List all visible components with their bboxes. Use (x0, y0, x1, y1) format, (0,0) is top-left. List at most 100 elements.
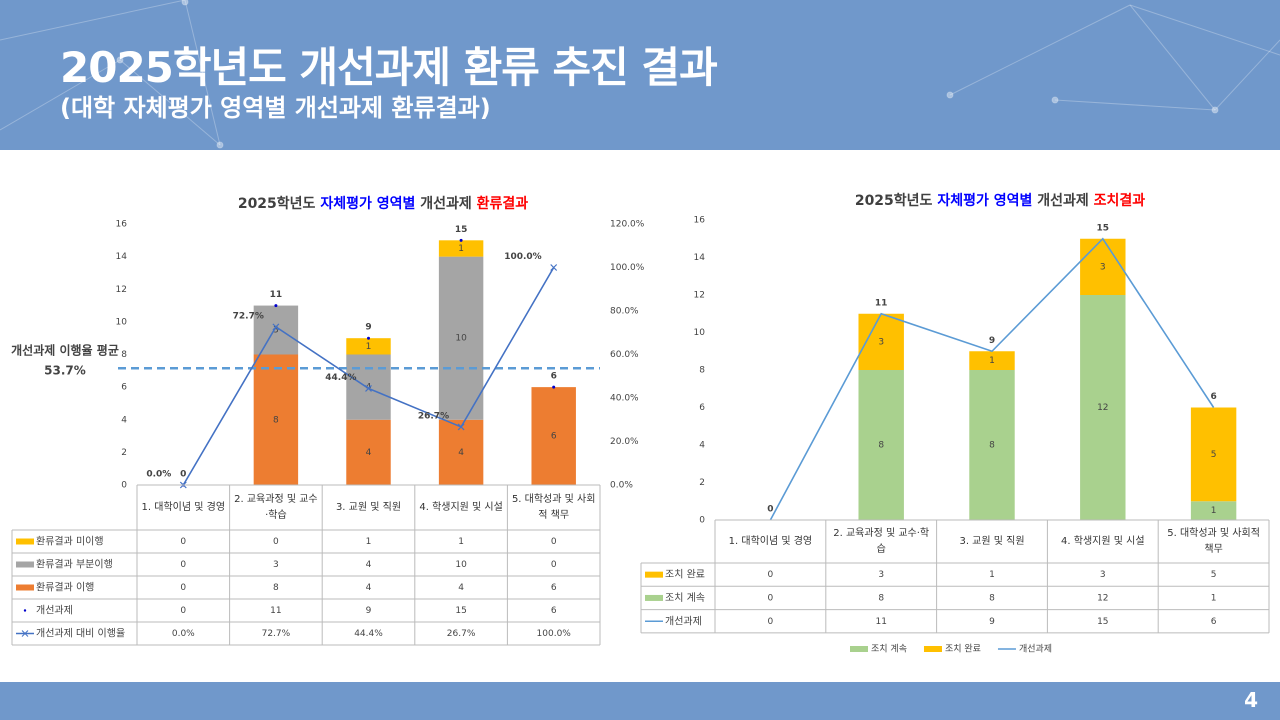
marker (274, 304, 278, 308)
bar-segment (253, 305, 299, 355)
y-tick-label: 8 (121, 350, 127, 360)
y-tick-label: 0 (699, 516, 705, 526)
title-part: 조치결과 (1094, 192, 1146, 209)
y-tick-label: 4 (699, 441, 705, 451)
x-tick-label: 1. 대학이념 및 경영 (728, 535, 813, 547)
table-cell: 9 (989, 617, 995, 627)
category-cell: 5. 대학성과 및 사회적 책무 (512, 494, 595, 521)
bar-segment (969, 370, 1015, 520)
bar-label: 8 (878, 441, 884, 451)
y-tick-label: 4 (121, 415, 127, 425)
bar-segment (531, 387, 576, 485)
category-cell: 1. 대학이념 및 경영 (141, 501, 226, 513)
y2-tick-label: 40.0% (610, 394, 639, 404)
x-tick-label: 4. 학생지원 및 시설 (419, 501, 503, 513)
y-tick-label: 2 (699, 478, 705, 488)
table-cell: 1 (366, 537, 372, 547)
table-cell: 3 (273, 560, 279, 570)
data-label: 11 (875, 298, 888, 308)
table-cell: 0 (551, 537, 557, 547)
y-tick-label: 16 (694, 216, 706, 226)
bar-segment (1190, 501, 1237, 520)
bar-label: 8 (989, 441, 995, 451)
bar-label: 3 (1100, 262, 1106, 272)
x-tick-label: 3. 교원 및 직원 (959, 535, 1025, 547)
y-tick-label: 12 (694, 291, 705, 301)
bar-segment (346, 419, 391, 485)
data-label: 15 (455, 225, 468, 235)
bar-segment (969, 351, 1015, 370)
data-label: 100.0% (504, 252, 542, 262)
y2-tick-label: 60.0% (610, 350, 639, 360)
table-cell: 6 (551, 583, 557, 593)
bar-label: 1 (458, 244, 464, 254)
table-row-label: 환류결과 부분이행 (36, 559, 113, 571)
bar-label: 12 (1097, 403, 1108, 413)
bar-segment (438, 419, 484, 485)
bar-label: 4 (366, 448, 372, 458)
table-cell: 0 (180, 560, 186, 570)
category-cell: 3. 교원 및 직원 (959, 535, 1025, 547)
data-label: 9 (365, 323, 371, 333)
bar-segment (438, 240, 484, 257)
category-cell: 4. 학생지원 및 시설 (419, 501, 503, 513)
legend-swatch (16, 561, 34, 568)
x-tick-label: 4. 학생지원 및 시설 (1061, 535, 1145, 547)
slide-subtitle: (대학 자체평가 영역별 개선과제 환류결과) (60, 94, 491, 122)
y-tick-label: 2 (121, 448, 127, 458)
table-cell: 6 (1211, 617, 1217, 627)
marker (272, 323, 280, 331)
legend-swatch (923, 646, 942, 652)
table-cell: 1 (458, 537, 464, 547)
table-cell: 10 (455, 560, 467, 570)
table-cell: 9 (366, 606, 372, 616)
slide-title: 2025학년도 개선과제 환류 추진 결과 (60, 43, 718, 92)
bar-label: 1 (989, 356, 995, 366)
legend-swatch (21, 630, 29, 637)
table-row-label: 개선과제 대비 이행율 (36, 628, 125, 640)
table-cell: 15 (1097, 617, 1108, 627)
x-tick-label: 2. 교육과정 및 교수·학습 (833, 527, 930, 555)
data-label: 9 (989, 336, 995, 346)
title-part: 자체평가 영역별 (937, 192, 1032, 209)
table-row-label: 환류결과 이행 (36, 582, 94, 594)
data-label: 15 (1097, 223, 1110, 233)
bar-label: 4 (458, 448, 464, 458)
legend-swatch (645, 571, 663, 578)
data-label: 6 (551, 372, 557, 382)
y-tick-label: 10 (116, 317, 128, 327)
table-cell: 26.7% (447, 629, 476, 639)
bar-segment (1080, 238, 1126, 295)
chart-title: 2025학년도 자체평가 영역별 개선과제 조치결과 (855, 192, 1145, 209)
bar-segment (346, 354, 391, 420)
title-part: 2025학년도 (238, 196, 320, 212)
average-value: 53.7% (44, 364, 86, 378)
table-row-label: 환류결과 미이행 (36, 536, 104, 548)
footer: 4 (0, 682, 1280, 720)
x-tick-label: 1. 대학이념 및 경영 (141, 501, 226, 513)
title-part: 2025학년도 (855, 193, 937, 209)
bar-label: 1 (1211, 506, 1217, 516)
table-cell: 0 (180, 583, 186, 593)
marker (550, 264, 558, 271)
legend-label: 조치 계속 (871, 643, 907, 655)
category-cell: 2. 교육과정 및 교수·학습 (833, 527, 930, 555)
table-cell: 1 (989, 570, 995, 580)
table-row-label: 조치 완료 (665, 569, 705, 581)
bar-segment (346, 338, 391, 355)
x-tick-label: 5. 대학성과 및 사회적 책무 (1167, 527, 1260, 555)
legend-swatch (645, 594, 663, 601)
table-cell: 100.0% (537, 629, 572, 639)
charts: 2025학년도 자체평가 영역별 개선과제 환류결과02468101214160… (11, 192, 1270, 655)
data-label: 0.0% (146, 470, 171, 480)
data-label: 44.4% (325, 373, 356, 383)
decoration (0, 0, 1280, 149)
legend-swatch (16, 584, 34, 591)
y-tick-label: 16 (116, 220, 128, 230)
table-cell: 11 (875, 617, 886, 627)
bar-label: 6 (551, 432, 557, 442)
bar-segment (438, 256, 484, 420)
table-cell: 0 (180, 537, 186, 547)
data-label: 6 (1210, 392, 1216, 402)
